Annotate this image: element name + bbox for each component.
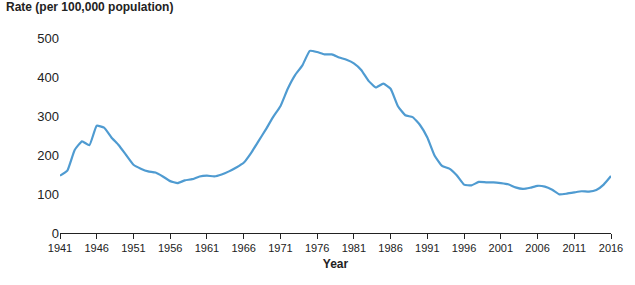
svg-text:1961: 1961: [195, 242, 219, 254]
svg-text:1991: 1991: [415, 242, 439, 254]
svg-text:1971: 1971: [268, 242, 292, 254]
svg-text:2011: 2011: [562, 242, 586, 254]
svg-text:Rate (per 100,000 population): Rate (per 100,000 population): [6, 0, 173, 14]
svg-text:0: 0: [52, 226, 59, 241]
svg-text:1956: 1956: [158, 242, 182, 254]
svg-text:2006: 2006: [525, 242, 549, 254]
svg-text:1996: 1996: [452, 242, 476, 254]
svg-text:2001: 2001: [489, 242, 513, 254]
svg-text:1981: 1981: [342, 242, 366, 254]
svg-text:400: 400: [37, 70, 59, 85]
svg-text:500: 500: [37, 31, 59, 46]
svg-text:1986: 1986: [378, 242, 402, 254]
svg-text:1941: 1941: [48, 242, 72, 254]
svg-text:2016: 2016: [599, 242, 623, 254]
svg-text:1946: 1946: [84, 242, 108, 254]
svg-text:100: 100: [37, 187, 59, 202]
svg-text:200: 200: [37, 148, 59, 163]
svg-text:Year: Year: [323, 257, 349, 271]
svg-text:1966: 1966: [231, 242, 255, 254]
svg-text:300: 300: [37, 109, 59, 124]
svg-text:1976: 1976: [305, 242, 329, 254]
svg-text:1951: 1951: [121, 242, 145, 254]
